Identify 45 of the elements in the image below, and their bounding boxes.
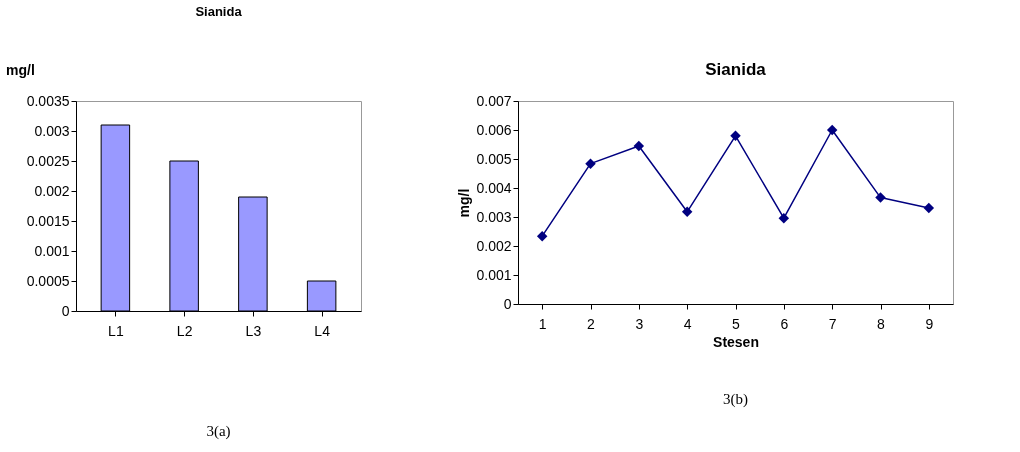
y-tick-label: 0.003 bbox=[476, 208, 512, 225]
point bbox=[681, 206, 693, 218]
x-tick-label: L4 bbox=[314, 322, 331, 339]
chart-title: Sianida bbox=[705, 60, 767, 79]
x-tick-label: 4 bbox=[683, 315, 692, 332]
point bbox=[633, 140, 645, 152]
point bbox=[875, 192, 886, 203]
y-tick-label: 0 bbox=[61, 302, 70, 319]
x-tick-label: L2 bbox=[176, 322, 193, 339]
y-tick-label: 0.0035 bbox=[26, 92, 70, 109]
y-axis-title: mg/l bbox=[456, 188, 473, 218]
y-tick-label: 0.0005 bbox=[26, 272, 70, 289]
y-tick-label: 0.002 bbox=[34, 182, 70, 199]
x-tick-label: 3 bbox=[635, 315, 644, 332]
point bbox=[923, 202, 935, 214]
y-axis-title: mg/l bbox=[6, 62, 35, 78]
chart-title: Sianida bbox=[195, 4, 243, 19]
x-tick-label: 6 bbox=[780, 315, 789, 332]
point bbox=[730, 130, 741, 142]
point bbox=[585, 158, 596, 169]
x-tick-label: 9 bbox=[925, 315, 934, 332]
y-tick-label: 0.0025 bbox=[26, 152, 70, 169]
x-tick-label: 5 bbox=[732, 315, 741, 332]
y-tick-label: 0.002 bbox=[476, 237, 512, 254]
y-tick-label: 0.001 bbox=[476, 266, 512, 283]
y-tick-label: 0.005 bbox=[476, 150, 512, 167]
text: 3(b) bbox=[723, 391, 748, 408]
point bbox=[778, 212, 790, 224]
y-tick-label: 0.007 bbox=[476, 92, 512, 109]
point bbox=[826, 124, 838, 136]
x-tick-label: 8 bbox=[877, 315, 886, 332]
x-tick-label: 2 bbox=[587, 315, 596, 332]
y-tick-label: 0.006 bbox=[476, 121, 512, 138]
x-tick-label: L3 bbox=[245, 322, 262, 339]
x-tick-label: L1 bbox=[108, 322, 124, 339]
x-tick-label: 7 bbox=[828, 315, 837, 332]
y-tick-label: 0.0015 bbox=[26, 212, 70, 229]
x-axis-title: Stesen bbox=[713, 333, 759, 350]
y-tick-label: 0.001 bbox=[34, 242, 70, 259]
point bbox=[536, 230, 548, 242]
text: 3(a) bbox=[206, 423, 231, 440]
x-tick-label: 1 bbox=[538, 315, 547, 332]
y-tick-label: 0.004 bbox=[476, 179, 512, 196]
y-tick-label: 0.003 bbox=[34, 122, 70, 139]
y-tick-label: 0 bbox=[503, 295, 512, 312]
